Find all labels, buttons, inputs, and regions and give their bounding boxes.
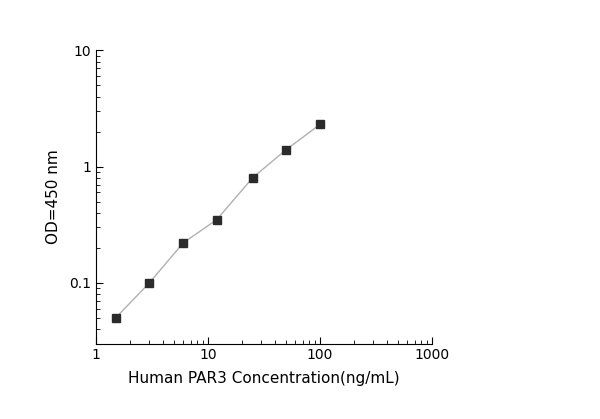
Y-axis label: OD=450 nm: OD=450 nm bbox=[46, 150, 61, 244]
X-axis label: Human PAR3 Concentration(ng/mL): Human PAR3 Concentration(ng/mL) bbox=[128, 371, 400, 386]
